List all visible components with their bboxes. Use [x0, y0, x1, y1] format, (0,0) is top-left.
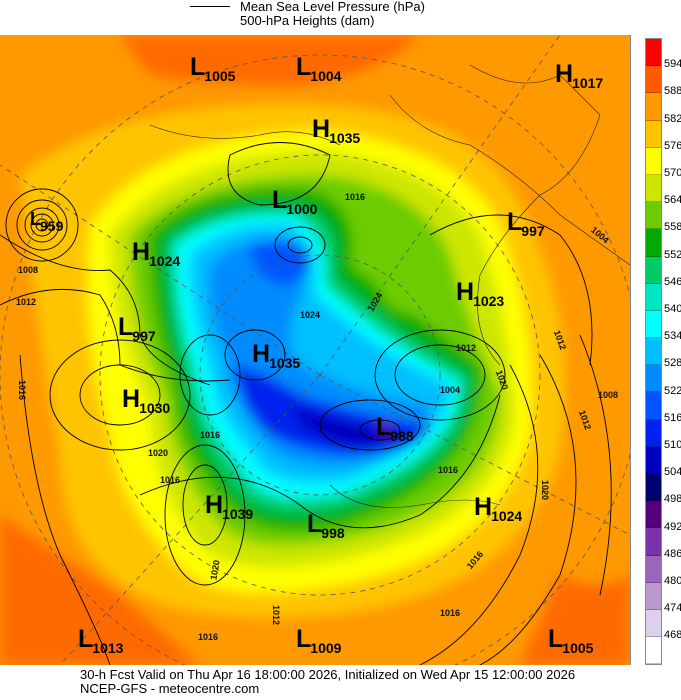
pressure-center-low: L1005: [548, 625, 594, 656]
contour-label: 1012: [456, 343, 477, 353]
contour-label: 1004: [440, 385, 461, 395]
colorbar-swatch: [646, 120, 661, 148]
contour-label: 1012: [271, 604, 282, 626]
colorbar-swatch: [646, 256, 661, 284]
colorbar-swatch: [646, 66, 661, 94]
colorbar-swatch: [646, 419, 661, 447]
colorbar-tick-label: 546: [664, 275, 681, 288]
footer: 30-h Fcst Valid on Thu Apr 16 18:00:00 2…: [80, 668, 575, 696]
contour-label: 1016: [198, 632, 219, 642]
pressure-center-low: L1000: [272, 186, 318, 217]
colorbar-swatch: [646, 474, 661, 502]
colorbar-swatch: [646, 392, 661, 420]
colorbar-tick-label: 528: [664, 357, 681, 370]
colorbar-swatch: [646, 501, 661, 529]
colorbar-swatch: [646, 39, 661, 67]
colorbar-swatch: [646, 283, 661, 311]
contour-label: 1008: [598, 390, 619, 400]
contour-label: 1016: [438, 465, 459, 475]
legend-heights-label: 500-hPa Heights (dam): [240, 13, 375, 28]
pressure-center-high: H1035: [312, 115, 361, 146]
pressure-center-high: H1024: [474, 493, 523, 524]
forecast-valid-text: 30-h Fcst Valid on Thu Apr 16 18:00:00 2…: [80, 667, 576, 682]
colorbar-swatch: [646, 582, 661, 610]
colorbar-tick-label: 468: [664, 629, 681, 642]
contour-label: 1024: [300, 310, 321, 320]
colorbar-tick-label: 588: [664, 85, 681, 98]
colorbar-tick-label: 552: [664, 248, 681, 261]
pressure-center-low: L997: [118, 313, 156, 344]
height-field: [0, 35, 630, 665]
colorbar-tick-label: 516: [664, 411, 681, 424]
pressure-center-low: L988: [376, 413, 414, 444]
colorbar-tick-label: 570: [664, 167, 681, 179]
colorbar-tick-label: 582: [664, 112, 681, 125]
contour-label: 1016: [440, 608, 461, 618]
colorbar-tick-label: 498: [664, 493, 681, 506]
pressure-center-low: L998: [307, 510, 345, 541]
colorbar-tick-label: 564: [664, 194, 681, 207]
colorbar-tick-label: 480: [664, 575, 681, 587]
colorbar-swatch: [646, 446, 661, 474]
pressure-center-high: H1039: [205, 491, 254, 522]
colorbar-swatch: [646, 609, 661, 638]
colorbar-tick-label: 594: [664, 58, 681, 71]
colorbar-tick-label: 474: [664, 602, 681, 615]
colorbar-tick-label: 486: [664, 547, 681, 560]
contour-label: 1016: [160, 475, 181, 485]
colorbar-swatch: [646, 229, 661, 257]
pressure-center-high: H1017: [555, 60, 604, 91]
pressure-center-high: H1024: [132, 238, 181, 269]
pressure-center-low: L1009: [296, 625, 342, 656]
colorbar-swatch: [646, 147, 661, 175]
contour-label: 1020: [148, 448, 169, 458]
colorbar-swatch: [646, 365, 661, 393]
colorbar: [645, 38, 662, 666]
pressure-center-high: H1030: [122, 385, 171, 416]
pressure-center-low: L959: [30, 209, 64, 234]
pressure-center-low: L1004: [296, 53, 342, 84]
pressure-center-low: L997: [507, 208, 545, 239]
legend-mslp-label: Mean Sea Level Pressure (hPa): [240, 0, 425, 14]
contour-label: 1016: [345, 192, 366, 202]
colorbar-tick-label: 504: [664, 466, 681, 479]
legend-line-sample: [190, 6, 230, 7]
colorbar-tick-label: 558: [664, 221, 681, 234]
colorbar-tick-label: 534: [664, 330, 681, 343]
weather-map: L1005 L1004 H1017 H1035 L959 L1000 L997 …: [0, 35, 631, 665]
colorbar-swatch: [646, 202, 661, 230]
colorbar-swatch: [646, 338, 661, 366]
pressure-center-low: L1005: [190, 53, 236, 84]
contour-label: 1020: [540, 479, 551, 501]
colorbar-tick-label: 576: [664, 139, 681, 152]
contour-label: 1016: [200, 430, 221, 440]
colorbar-swatch: [646, 93, 661, 121]
contour-label: 1008: [18, 265, 39, 275]
colorbar-tick-label: 522: [664, 384, 681, 397]
colorbar-swatch: [646, 637, 661, 665]
contour-label: 1012: [16, 297, 37, 307]
colorbar-tick-label: 540: [664, 303, 681, 315]
colorbar-swatch: [646, 174, 661, 203]
pressure-center-high: H1035: [252, 340, 301, 371]
colorbar-swatch: [646, 555, 661, 583]
source-credit: NCEP-GFS - meteocentre.com: [80, 681, 260, 696]
colorbar-swatch: [646, 528, 661, 556]
colorbar-swatch: [646, 310, 661, 339]
pressure-center-low: L1013: [78, 625, 124, 656]
colorbar-tick-label: 510: [664, 439, 681, 451]
colorbar-tick-label: 492: [664, 520, 681, 533]
pressure-center-high: H1023: [456, 278, 505, 309]
contour-label: 1016: [17, 379, 28, 401]
